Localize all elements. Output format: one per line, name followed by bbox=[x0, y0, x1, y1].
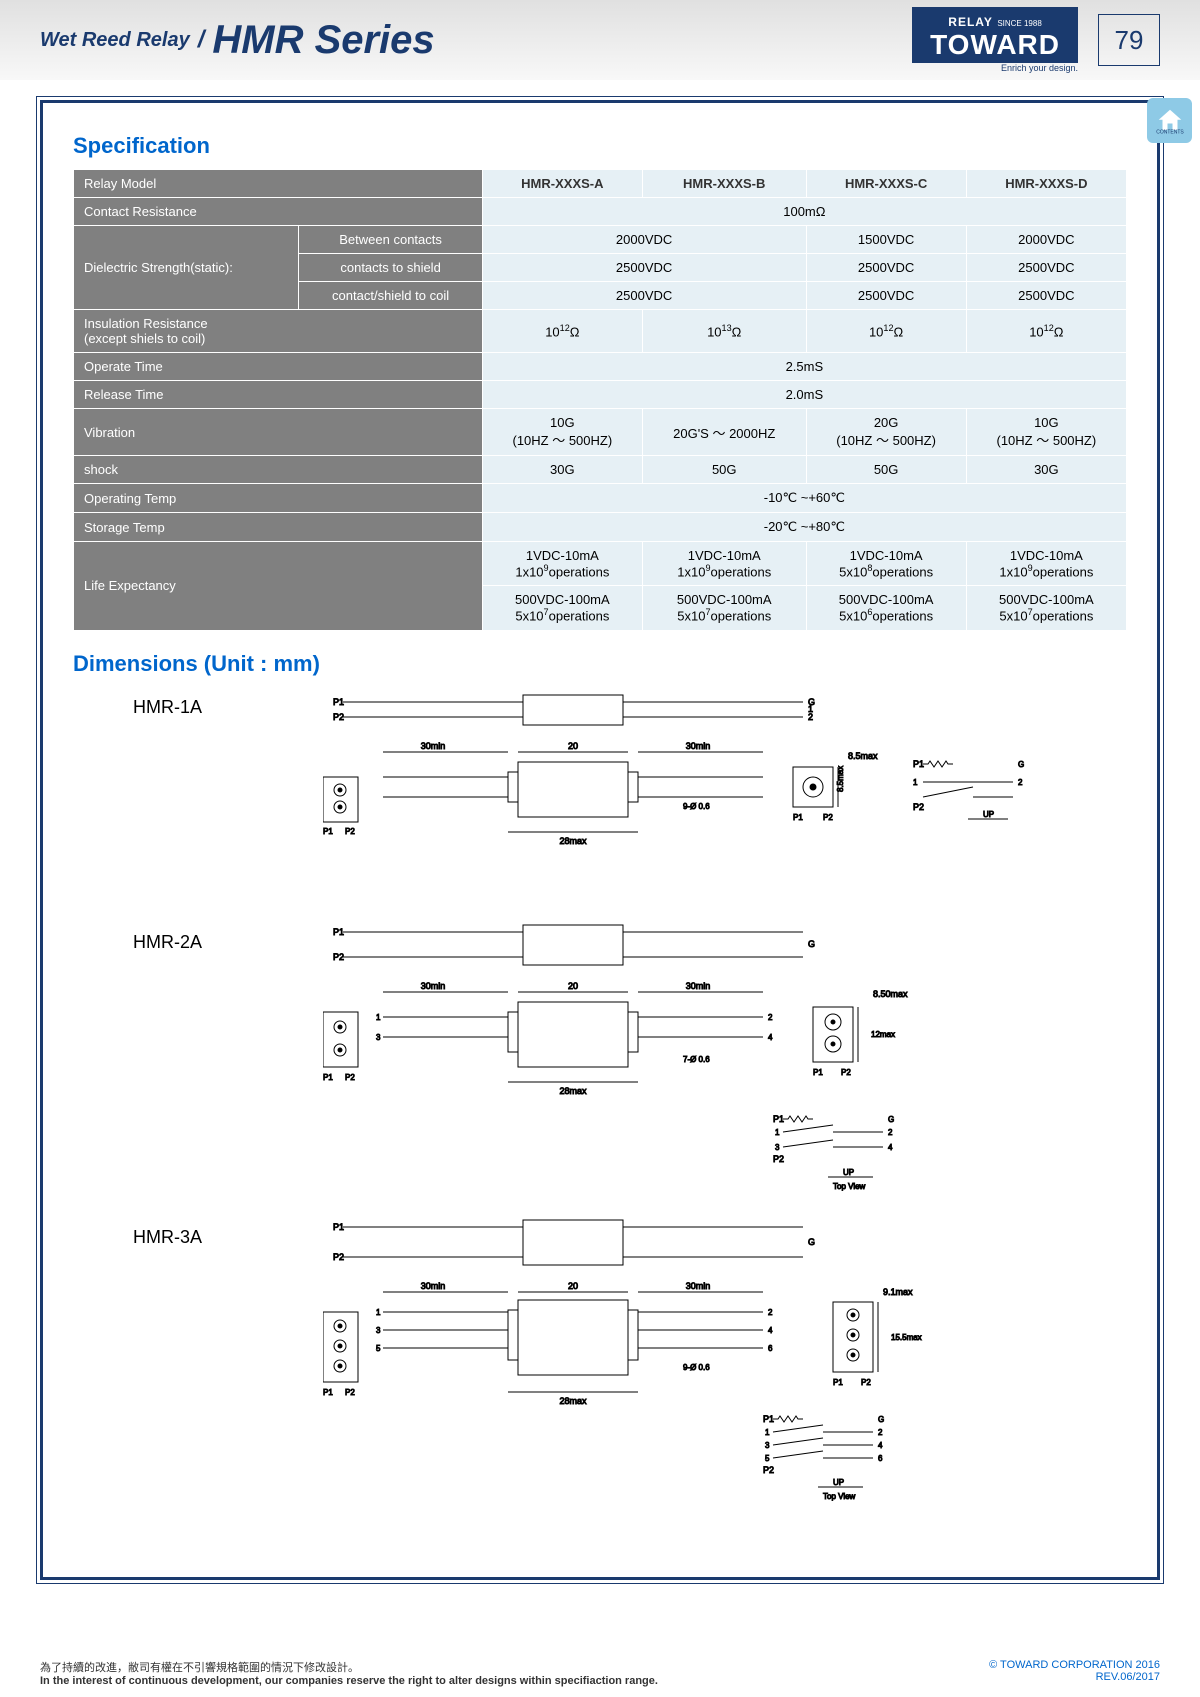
svg-text:P1: P1 bbox=[833, 1378, 843, 1387]
svg-text:3: 3 bbox=[775, 1143, 780, 1152]
svg-text:P1: P1 bbox=[913, 759, 924, 769]
svg-text:P2: P2 bbox=[861, 1378, 871, 1387]
svg-text:P1: P1 bbox=[333, 697, 344, 707]
svg-text:2: 2 bbox=[768, 1308, 773, 1317]
page-number: 79 bbox=[1098, 14, 1160, 66]
svg-text:30min: 30min bbox=[421, 981, 446, 991]
svg-text:9-Ø 0.6: 9-Ø 0.6 bbox=[683, 802, 710, 811]
svg-text:P2: P2 bbox=[345, 827, 355, 836]
svg-text:30min: 30min bbox=[686, 1281, 711, 1291]
svg-text:9-Ø 0.6: 9-Ø 0.6 bbox=[683, 1363, 710, 1372]
svg-text:P2: P2 bbox=[345, 1073, 355, 1082]
svg-text:2: 2 bbox=[888, 1128, 893, 1137]
svg-text:P2: P2 bbox=[345, 1388, 355, 1397]
svg-text:G: G bbox=[808, 939, 815, 949]
svg-text:P2: P2 bbox=[333, 952, 344, 962]
svg-text:12max: 12max bbox=[871, 1030, 895, 1039]
svg-text:2: 2 bbox=[768, 1013, 773, 1022]
slash: / bbox=[198, 26, 205, 54]
svg-text:P1: P1 bbox=[333, 927, 344, 937]
svg-text:1: 1 bbox=[913, 778, 918, 787]
svg-text:4: 4 bbox=[878, 1441, 883, 1450]
svg-text:30min: 30min bbox=[421, 741, 446, 751]
svg-text:UP: UP bbox=[843, 1168, 854, 1177]
svg-text:G: G bbox=[888, 1115, 894, 1124]
contents-icon[interactable]: CONTENTS bbox=[1147, 98, 1192, 143]
svg-text:P1: P1 bbox=[793, 813, 803, 822]
svg-text:28max: 28max bbox=[559, 1396, 587, 1406]
svg-text:3: 3 bbox=[376, 1033, 381, 1042]
svg-text:30min: 30min bbox=[686, 741, 711, 751]
svg-text:UP: UP bbox=[983, 810, 994, 819]
subtitle: Wet Reed Relay bbox=[40, 29, 190, 52]
svg-text:G: G bbox=[1018, 760, 1024, 769]
svg-text:P2: P2 bbox=[333, 712, 344, 722]
content-frame: CONTENTS Specification Relay Model HMR-X… bbox=[40, 100, 1160, 1580]
svg-text:1: 1 bbox=[775, 1128, 780, 1137]
svg-text:30min: 30min bbox=[421, 1281, 446, 1291]
svg-text:1: 1 bbox=[765, 1428, 770, 1437]
svg-text:CONTENTS: CONTENTS bbox=[1156, 129, 1184, 135]
svg-text:P1: P1 bbox=[323, 1388, 333, 1397]
svg-text:P2: P2 bbox=[773, 1154, 784, 1164]
svg-text:4: 4 bbox=[768, 1033, 773, 1042]
svg-text:G: G bbox=[808, 1237, 815, 1247]
svg-text:P1: P1 bbox=[323, 827, 333, 836]
footer: 為了持續的改進，敝司有權在不引響規格範圍的情況下修改設計。 In the int… bbox=[40, 1659, 1160, 1687]
svg-text:1: 1 bbox=[376, 1308, 381, 1317]
svg-text:20: 20 bbox=[568, 741, 578, 751]
svg-text:28max: 28max bbox=[559, 836, 587, 846]
diagram-hmr-2a: HMR-2A P1 P2 G bbox=[73, 922, 1127, 1207]
svg-text:1: 1 bbox=[808, 704, 813, 714]
svg-text:8.5max: 8.5max bbox=[848, 751, 878, 761]
dim-title: Dimensions (Unit : mm) bbox=[73, 651, 1127, 677]
svg-text:P1: P1 bbox=[323, 1073, 333, 1082]
svg-text:6: 6 bbox=[768, 1344, 773, 1353]
svg-text:30min: 30min bbox=[686, 981, 711, 991]
svg-text:P2: P2 bbox=[841, 1068, 851, 1077]
svg-text:9.1max: 9.1max bbox=[883, 1287, 913, 1297]
svg-text:Top View: Top View bbox=[823, 1492, 856, 1501]
row-label: Relay Model bbox=[74, 170, 483, 198]
svg-text:2: 2 bbox=[1018, 778, 1023, 787]
spec-table: Relay Model HMR-XXXS-A HMR-XXXS-B HMR-XX… bbox=[73, 169, 1127, 631]
svg-text:Top View: Top View bbox=[833, 1182, 866, 1191]
svg-text:4: 4 bbox=[888, 1143, 893, 1152]
svg-text:P2: P2 bbox=[763, 1465, 774, 1475]
svg-text:P1: P1 bbox=[763, 1414, 774, 1424]
svg-text:P1: P1 bbox=[333, 1222, 344, 1232]
svg-text:3: 3 bbox=[765, 1441, 770, 1450]
svg-text:28max: 28max bbox=[559, 1086, 587, 1096]
svg-text:P2: P2 bbox=[823, 813, 833, 822]
svg-text:1: 1 bbox=[376, 1013, 381, 1022]
svg-text:P1: P1 bbox=[813, 1068, 823, 1077]
diagram-hmr-3a: HMR-3A P1 P2 G bbox=[73, 1217, 1127, 1522]
svg-text:8.5max: 8.5max bbox=[836, 765, 845, 791]
svg-text:6: 6 bbox=[878, 1454, 883, 1463]
svg-text:5: 5 bbox=[376, 1344, 381, 1353]
svg-text:7-Ø 0.6: 7-Ø 0.6 bbox=[683, 1055, 710, 1064]
logo-block: RELAY SINCE 1988 TOWARD Enrich your desi… bbox=[912, 7, 1078, 73]
svg-text:20: 20 bbox=[568, 981, 578, 991]
svg-text:20: 20 bbox=[568, 1281, 578, 1291]
svg-text:4: 4 bbox=[768, 1326, 773, 1335]
diagram-hmr-1a: HMR-1A P1 P2 G 2 1 bbox=[73, 687, 1127, 912]
svg-text:P2: P2 bbox=[913, 802, 924, 812]
svg-text:P2: P2 bbox=[333, 1252, 344, 1262]
svg-text:3: 3 bbox=[376, 1326, 381, 1335]
svg-text:P1: P1 bbox=[773, 1114, 784, 1124]
spec-title: Specification bbox=[73, 133, 1127, 159]
page-header: Wet Reed Relay / HMR Series RELAY SINCE … bbox=[0, 0, 1200, 80]
svg-text:8.50max: 8.50max bbox=[873, 989, 908, 999]
svg-text:G: G bbox=[878, 1415, 884, 1424]
svg-text:UP: UP bbox=[833, 1478, 844, 1487]
page-title: HMR Series bbox=[212, 18, 434, 63]
svg-text:15.5max: 15.5max bbox=[891, 1333, 922, 1342]
svg-text:5: 5 bbox=[765, 1454, 770, 1463]
svg-text:2: 2 bbox=[878, 1428, 883, 1437]
